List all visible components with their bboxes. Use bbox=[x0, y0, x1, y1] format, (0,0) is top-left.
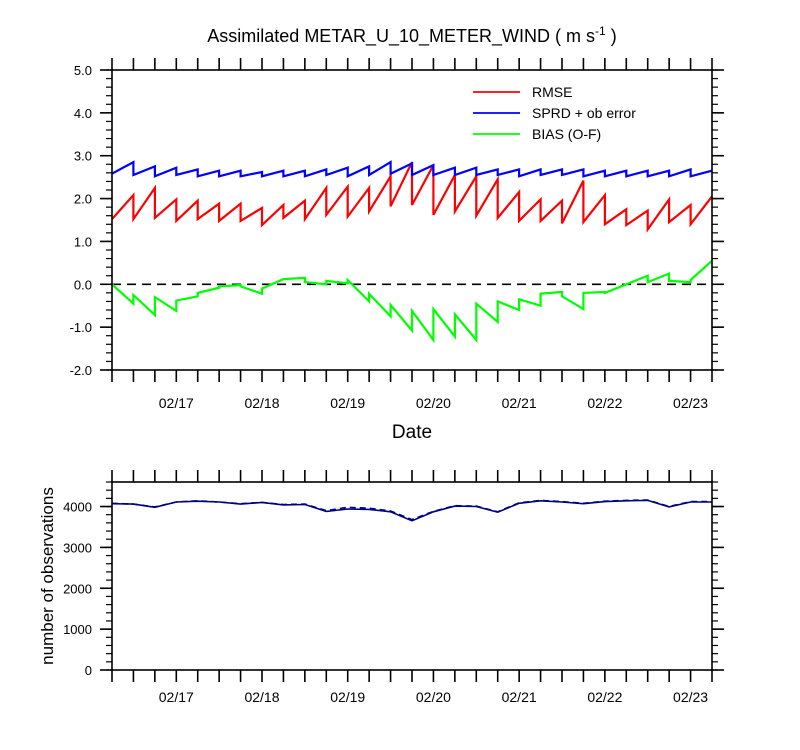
series-line-bias-o-f bbox=[111, 259, 713, 344]
y-tick-label: 4000 bbox=[63, 500, 92, 515]
top-series-group bbox=[111, 160, 713, 344]
series-line-sprd-ob-error bbox=[111, 160, 713, 179]
y-tick-label: -2.0 bbox=[70, 363, 92, 378]
bottom-y-axis-label: number of observations bbox=[38, 487, 57, 665]
top-legend: RMSE SPRD + ob error BIAS (O-F) bbox=[473, 84, 636, 142]
observation-count-line-solid bbox=[111, 499, 712, 522]
x-tick-label: 02/18 bbox=[244, 395, 279, 411]
y-tick-label: 2.0 bbox=[74, 192, 92, 207]
x-tick-label: 02/19 bbox=[330, 395, 365, 411]
bottom-series-group bbox=[111, 499, 712, 522]
x-tick-label: 02/17 bbox=[159, 395, 194, 411]
y-tick-label: 5.0 bbox=[74, 63, 92, 78]
x-tick-label: 02/21 bbox=[502, 689, 537, 705]
x-tick-label: 02/17 bbox=[159, 689, 194, 705]
top-chart-title: Assimilated METAR_U_10_METER_WIND ( m s-… bbox=[207, 24, 616, 47]
x-tick-label: 02/21 bbox=[502, 395, 537, 411]
x-tick-label: 02/20 bbox=[416, 395, 451, 411]
x-tick-label: 02/23 bbox=[673, 689, 708, 705]
top-x-axis: 02/17 02/18 02/19 02/20 02/21 02/22 02/23 bbox=[111, 58, 713, 411]
top-y-axis: -2.0 -1.0 0.0 1.0 2.0 3.0 4.0 5.0 bbox=[70, 63, 724, 378]
y-tick-label: 0.0 bbox=[74, 277, 92, 292]
x-tick-label: 02/20 bbox=[416, 689, 451, 705]
y-tick-label: -1.0 bbox=[70, 320, 92, 335]
top-chart: Assimilated METAR_U_10_METER_WIND ( m s-… bbox=[70, 24, 724, 443]
observation-count-line-dashed bbox=[111, 499, 712, 521]
top-x-axis-label: Date bbox=[392, 422, 432, 443]
y-tick-label: 4.0 bbox=[74, 106, 92, 121]
x-tick-label: 02/22 bbox=[587, 689, 622, 705]
series-line-rmse bbox=[111, 161, 713, 233]
bottom-x-axis: 02/17 02/18 02/19 02/20 02/21 02/22 02/23 bbox=[111, 470, 713, 705]
y-tick-label: 3.0 bbox=[74, 149, 92, 164]
bottom-plot-frame bbox=[111, 481, 713, 671]
x-tick-label: 02/18 bbox=[244, 689, 279, 705]
legend-label-rmse: RMSE bbox=[532, 84, 572, 100]
y-tick-label: 0 bbox=[85, 663, 92, 678]
x-tick-label: 02/23 bbox=[673, 395, 708, 411]
bottom-y-axis: 0 1000 2000 3000 4000 bbox=[63, 481, 724, 678]
x-tick-label: 02/22 bbox=[587, 395, 622, 411]
y-tick-label: 3000 bbox=[63, 540, 92, 555]
x-tick-label: 02/19 bbox=[330, 689, 365, 705]
y-tick-label: 2000 bbox=[63, 581, 92, 596]
y-tick-label: 1.0 bbox=[74, 234, 92, 249]
y-tick-label: 1000 bbox=[63, 622, 92, 637]
legend-label-bias-o-f: BIAS (O-F) bbox=[532, 126, 601, 142]
legend-label-sprd-ob-error: SPRD + ob error bbox=[532, 105, 636, 121]
